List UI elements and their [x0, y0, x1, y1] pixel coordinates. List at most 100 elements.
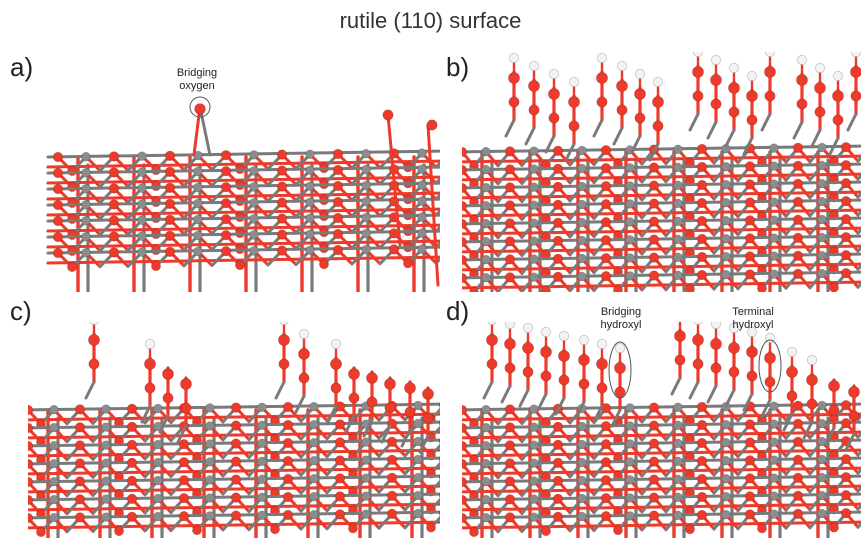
oxygen-atom: [744, 233, 756, 244]
oxygen-atom: [164, 246, 176, 257]
titanium-atom: [577, 421, 587, 432]
bond: [500, 384, 512, 404]
titanium-atom: [205, 439, 215, 449]
panel-label-b: b): [446, 52, 470, 82]
oxygen-atom: [74, 476, 86, 487]
oxygen-atom: [88, 358, 100, 370]
titanium-atom: [249, 246, 259, 256]
oxygen-atom: [162, 392, 174, 404]
bond: [386, 113, 402, 247]
oxygen-atom: [504, 164, 516, 175]
oxygen-atom: [52, 183, 64, 195]
oxygen-atom: [600, 493, 612, 504]
titanium-atom: [529, 146, 539, 156]
oxygen-atom: [462, 494, 468, 506]
oxygen-atom: [540, 346, 552, 358]
oxygen-atom: [220, 214, 232, 225]
oxygen-atom: [504, 512, 516, 523]
oxygen-atom: [504, 146, 516, 157]
titanium-atom: [101, 404, 111, 414]
oxygen-atom: [88, 334, 100, 346]
bond: [856, 503, 861, 511]
oxygen-atom: [648, 198, 660, 209]
titanium-atom: [673, 438, 683, 449]
oxygen-atom: [692, 66, 704, 78]
oxygen-atom: [832, 114, 844, 126]
bond: [564, 142, 576, 162]
bond: [760, 398, 772, 418]
titanium-atom: [529, 236, 539, 246]
titanium-atom: [673, 456, 683, 467]
oxygen-atom: [552, 253, 564, 264]
bond: [592, 404, 604, 424]
bridging-oxygen-highlight: [189, 96, 211, 118]
titanium-atom: [153, 511, 163, 522]
oxygen-atom: [298, 372, 310, 384]
oxygen-atom: [462, 218, 468, 230]
titanium-atom: [137, 183, 147, 193]
oxygen-atom: [792, 250, 804, 261]
oxygen-atom: [108, 231, 120, 242]
oxygen-atom: [438, 420, 440, 427]
oxygen-atom: [178, 475, 190, 486]
hydrogen-atom: [548, 68, 560, 80]
titanium-atom: [305, 197, 315, 208]
titanium-atom: [257, 456, 267, 467]
titanium-atom: [205, 493, 215, 503]
titanium-atom: [305, 213, 315, 224]
oxygen-atom: [108, 183, 120, 194]
oxygen-atom: [552, 511, 564, 522]
hydrogen-atom: [508, 52, 520, 64]
hydrogen-atom: [806, 354, 818, 366]
oxygen-atom: [744, 437, 756, 448]
oxygen-atom: [840, 508, 852, 519]
oxygen-atom: [220, 198, 232, 209]
bond: [802, 420, 814, 440]
titanium-atom: [577, 253, 587, 264]
oxygen-atom: [600, 271, 612, 282]
titanium-atom: [721, 474, 731, 484]
oxygen-atom: [792, 178, 804, 189]
bond: [84, 380, 96, 400]
oxygen-atom: [151, 261, 161, 271]
oxygen-atom: [386, 436, 398, 447]
titanium-atom: [817, 196, 827, 207]
oxygen-atom: [334, 437, 346, 448]
bond: [198, 105, 212, 157]
hydrogen-atom: [728, 322, 740, 334]
titanium-atom: [673, 180, 683, 191]
oxygen-atom: [504, 338, 516, 350]
bond: [434, 256, 440, 265]
titanium-atom: [309, 456, 319, 466]
oxygen-atom: [552, 421, 564, 432]
oxygen-atom: [600, 511, 612, 522]
oxygen-atom: [840, 142, 852, 153]
oxygen-atom: [792, 214, 804, 225]
oxygen-atom: [558, 350, 570, 362]
oxygen-atom: [52, 199, 64, 211]
oxygen-atom: [696, 491, 708, 503]
oxygen-atom: [126, 511, 138, 522]
hydrogen-atom: [89, 322, 99, 326]
bond: [630, 134, 642, 154]
oxygen-atom: [278, 358, 290, 370]
oxygen-atom: [541, 526, 551, 536]
oxygen-atom: [786, 366, 798, 378]
titanium-atom: [153, 493, 163, 504]
oxygen-atom: [220, 230, 232, 241]
oxygen-atom: [220, 166, 232, 177]
bond: [856, 281, 861, 289]
oxygen-atom: [710, 98, 722, 110]
titanium-atom: [205, 475, 215, 485]
oxygen-atom: [792, 490, 804, 501]
titanium-atom: [721, 456, 731, 466]
oxygen-atom: [67, 262, 77, 272]
bond: [856, 227, 861, 235]
oxygen-atom: [462, 236, 468, 248]
oxygen-atom: [330, 382, 342, 394]
oxygen-atom: [696, 419, 708, 431]
bond: [688, 380, 700, 400]
bond: [592, 118, 604, 138]
bond: [742, 136, 754, 156]
oxygen-atom: [438, 402, 440, 409]
